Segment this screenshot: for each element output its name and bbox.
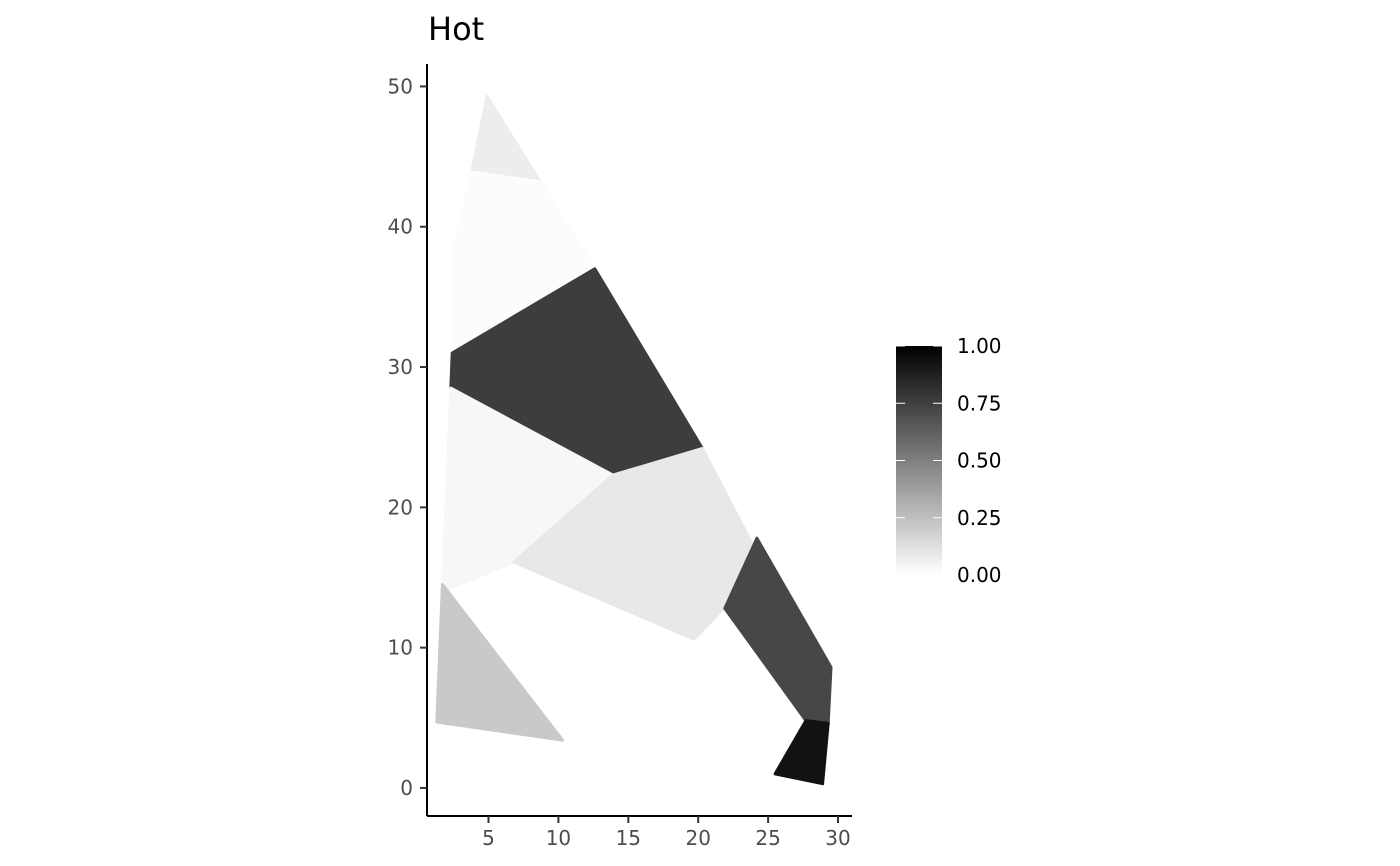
x-tick-label: 25 [755,826,780,850]
x-tick-label: 5 [482,826,495,850]
colorbar-legend: 0.00 0.25 0.50 0.75 1.00 [896,334,1002,587]
y-tick-label: 0 [400,776,413,800]
colorbar-ticks: 0.00 0.25 0.50 0.75 1.00 [896,334,1002,587]
y-tick-label: 50 [388,74,413,98]
x-tick-label: 30 [825,826,850,850]
map-regions [435,94,833,786]
colorbar-tick-label: 0.50 [957,449,1002,473]
colorbar-tick-label: 0.75 [957,391,1002,415]
region-1 [470,94,542,184]
colorbar-tick-label: 0.25 [957,506,1002,530]
chart-title: Hot [428,10,484,48]
x-tick-label: 10 [546,826,571,850]
colorbar-tick-label: 0.00 [957,563,1002,587]
x-tick-label: 15 [616,826,641,850]
x-axis-ticks: 5 10 15 20 25 30 [482,816,851,850]
region-5 [512,446,753,641]
region-7 [773,719,830,786]
region-8 [435,583,565,742]
y-tick-label: 20 [388,495,413,519]
y-tick-label: 40 [388,215,413,239]
y-axis-ticks: 0 10 20 30 40 50 [388,74,427,800]
x-tick-label: 20 [685,826,710,850]
colorbar-tick-label: 1.00 [957,334,1002,358]
y-tick-label: 10 [388,636,413,660]
y-tick-label: 30 [388,355,413,379]
